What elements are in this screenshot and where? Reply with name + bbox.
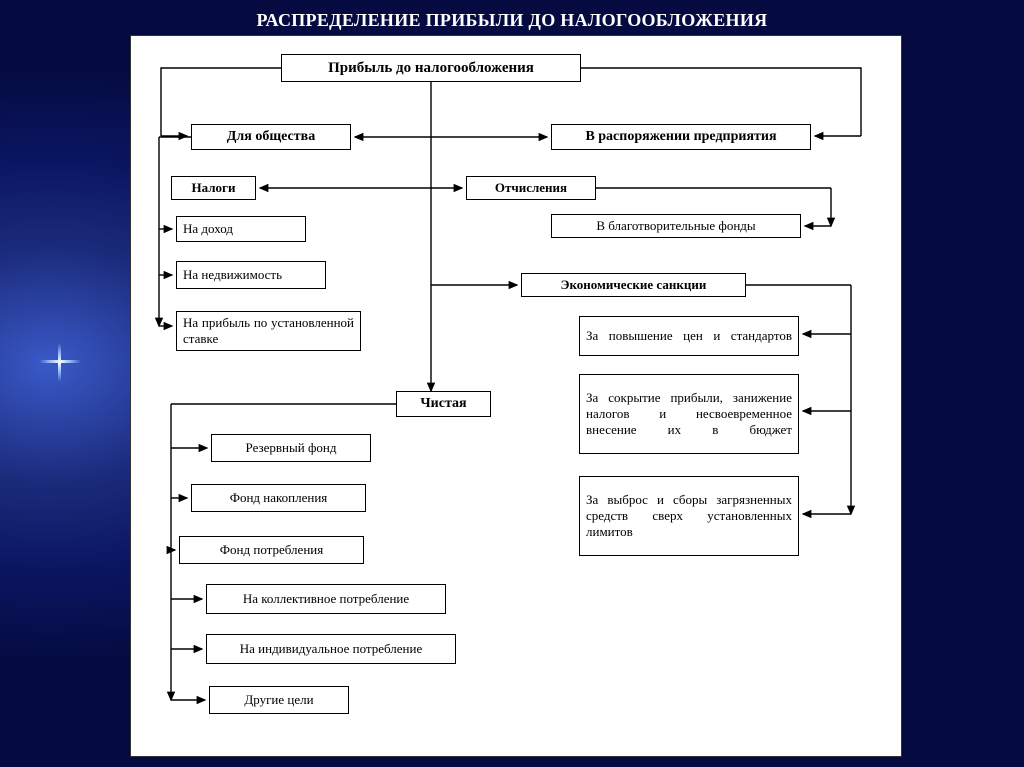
node-reserve: Резервный фонд bbox=[211, 434, 371, 462]
node-deduct: Отчисления bbox=[466, 176, 596, 200]
node-profit: На прибыль по установленной ставке bbox=[176, 311, 361, 351]
sparkle-decoration bbox=[0, 340, 120, 400]
node-accum: Фонд накопления bbox=[191, 484, 366, 512]
page-title: РАСПРЕДЕЛЕНИЕ ПРИБЫЛИ ДО НАЛОГООБЛОЖЕНИЯ bbox=[0, 10, 1024, 31]
node-collective: На коллективное потребление bbox=[206, 584, 446, 614]
node-s3: За выброс и сборы загрязненных средств с… bbox=[579, 476, 799, 556]
node-society: Для общества bbox=[191, 124, 351, 150]
node-enterprise: В распоряжении предприятия bbox=[551, 124, 811, 150]
node-inc: На доход bbox=[176, 216, 306, 242]
node-taxes: Налоги bbox=[171, 176, 256, 200]
diagram-panel: Прибыль до налогообложения Для общества В … bbox=[130, 35, 902, 757]
node-s2: За сокрытие прибыли, занижение налогов и… bbox=[579, 374, 799, 454]
node-net: Чистая bbox=[396, 391, 491, 417]
node-root: Прибыль до налогообложения bbox=[281, 54, 581, 82]
node-other: Другие цели bbox=[209, 686, 349, 714]
node-s1: За повышение цен и стандартов bbox=[579, 316, 799, 356]
node-realty: На недвижимость bbox=[176, 261, 326, 289]
node-consume: Фонд потребления bbox=[179, 536, 364, 564]
node-sanctions: Экономические санкции bbox=[521, 273, 746, 297]
node-charity: В благотворительные фонды bbox=[551, 214, 801, 238]
node-individual: На индивидуальное потребление bbox=[206, 634, 456, 664]
